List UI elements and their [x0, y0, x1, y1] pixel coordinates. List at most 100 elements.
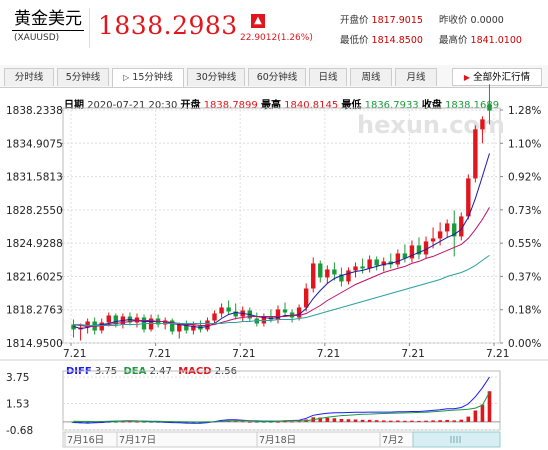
- price-change: 22.9012(1.26%): [240, 33, 313, 43]
- candle-body: [360, 266, 365, 269]
- y-tick-label: 1838.2338: [6, 105, 63, 117]
- tab-daily[interactable]: 日线: [309, 68, 347, 86]
- tab-15min-label: 15分钟线: [132, 72, 173, 83]
- watermark: hexun.com: [357, 111, 505, 139]
- y-tick-label: 1824.9288: [6, 238, 63, 250]
- macd-bar: [325, 417, 330, 422]
- tab-weekly[interactable]: 周线: [350, 68, 392, 86]
- pct-tick-label: 0.00%: [508, 338, 541, 350]
- current-price: 1838.2983: [98, 11, 238, 40]
- macd-bar: [410, 420, 414, 422]
- candle-body: [466, 178, 471, 217]
- candle-body: [261, 316, 267, 324]
- macd-y-tick-label: 1.53: [6, 399, 29, 411]
- candle-body: [177, 324, 182, 332]
- high-price-label: 最高价: [439, 35, 468, 46]
- macd-bar: [128, 421, 132, 423]
- date-label: 7月18日: [259, 435, 296, 446]
- ma-line-ma3: [73, 254, 490, 326]
- macd-bar: [480, 404, 485, 422]
- pct-tick-label: 1.28%: [508, 105, 541, 117]
- macd-bar: [191, 421, 196, 424]
- y-tick-label: 1828.2550: [6, 205, 63, 217]
- y-tick-label: 1834.9075: [6, 138, 63, 150]
- macd-bar: [445, 419, 449, 422]
- triangle-right-icon: ▶: [463, 73, 471, 82]
- open-value: 1838.7899: [203, 100, 258, 111]
- macd-bar: [452, 420, 457, 422]
- close-label: 收盘: [421, 100, 442, 111]
- macd-bar: [403, 420, 407, 422]
- macd-bar: [381, 420, 386, 422]
- y-tick-label: 1814.9500: [6, 338, 63, 350]
- y-tick-label: 1831.5813: [6, 172, 63, 184]
- macd-bar: [367, 419, 372, 422]
- candle-body: [444, 223, 450, 232]
- macd-bar: [283, 421, 287, 423]
- macd-bar: [135, 421, 139, 423]
- y-tick-label: 1818.2763: [6, 305, 63, 317]
- macd-bar: [233, 421, 238, 422]
- macd-bar: [255, 421, 259, 423]
- open-price-field: 开盘价 1817.9015: [340, 12, 423, 26]
- candle-body: [452, 223, 457, 237]
- all-forex-button[interactable]: ▶ 全部外汇行情: [452, 68, 542, 86]
- tab-30min[interactable]: 30分钟线: [187, 68, 245, 86]
- pct-tick-label: 0.37%: [508, 271, 541, 283]
- candle-body: [339, 274, 344, 282]
- ma-line-ma1: [73, 153, 490, 330]
- macd-bar: [438, 420, 442, 422]
- y-tick-label: 1821.6025: [6, 271, 63, 283]
- date-label: 7月2: [382, 435, 404, 446]
- prev-close-field: 昨收价 0.0000: [439, 12, 504, 26]
- tab-15min[interactable]: ▷ 15分钟线: [112, 68, 184, 87]
- macd-bar: [269, 421, 273, 423]
- candle-body: [303, 288, 309, 308]
- tab-60min[interactable]: 60分钟线: [248, 68, 306, 86]
- up-arrow-icon: ▲: [251, 14, 265, 28]
- candle-body: [219, 307, 224, 314]
- date-label: 7月16日: [67, 435, 104, 446]
- candle-body: [205, 320, 210, 330]
- candle-body: [85, 321, 90, 328]
- candle-body: [296, 307, 302, 318]
- x-tick-label: 7.21: [63, 348, 86, 360]
- open-label: 开盘: [180, 100, 201, 111]
- candle-body: [233, 311, 238, 317]
- instrument-code: (XAUUSD): [14, 33, 60, 43]
- macd-bar: [424, 420, 428, 422]
- candle-body: [430, 238, 436, 242]
- candle-info: 日期 2020-07-21 20:30 开盘 1838.7899 最高 1840…: [64, 96, 499, 111]
- divider: [89, 8, 90, 48]
- quote-header: 黄金美元 (XAUUSD) 1838.2983 ▲ 22.9012(1.26%)…: [0, 0, 548, 58]
- candle-body: [367, 259, 372, 269]
- candle-body: [282, 309, 288, 313]
- plot-frame: [62, 107, 501, 344]
- pct-tick-label: 0.92%: [508, 172, 541, 184]
- instrument-name: 黄金美元: [12, 9, 84, 31]
- all-forex-label: 全部外汇行情: [473, 72, 531, 83]
- candle-body: [381, 261, 386, 266]
- ma-line-ma2: [73, 207, 490, 327]
- candle-body: [191, 325, 196, 331]
- tab-monthly[interactable]: 月线: [395, 68, 437, 86]
- macd-bar: [332, 418, 337, 422]
- candle-body: [226, 307, 231, 312]
- pct-tick-label: 1.10%: [508, 138, 541, 150]
- macd-bar: [360, 419, 365, 422]
- low-price-label: 最低价: [340, 35, 369, 46]
- candle-body: [311, 263, 316, 289]
- x-tick-label: 7.21: [486, 348, 509, 360]
- macd-bar: [240, 421, 245, 423]
- macd-bar: [459, 419, 464, 422]
- macd-bar: [276, 421, 280, 423]
- pct-tick-label: 0.55%: [508, 238, 541, 250]
- tab-5min[interactable]: 5分钟线: [57, 68, 109, 86]
- tab-timeline[interactable]: 分时线: [4, 68, 54, 86]
- high-label: 最高: [260, 100, 281, 111]
- x-tick-label: 7.21: [232, 348, 255, 360]
- macd-bar: [339, 418, 344, 422]
- candle-body: [346, 270, 351, 282]
- dea-line: [73, 392, 490, 423]
